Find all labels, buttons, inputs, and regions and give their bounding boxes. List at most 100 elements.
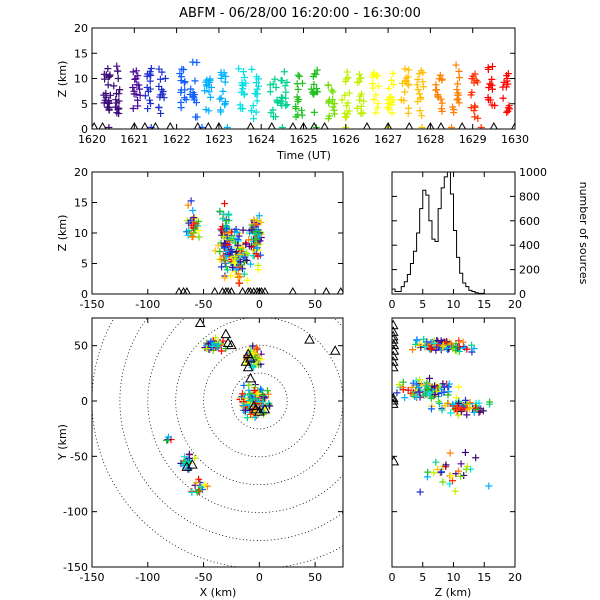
time-height-source — [112, 90, 120, 98]
time-height-source — [143, 83, 151, 91]
zy-source — [454, 411, 462, 419]
time-height-source — [115, 110, 123, 118]
station-marker — [437, 121, 445, 129]
histogram-bar — [444, 177, 447, 294]
plan-view-source — [164, 433, 172, 441]
time-height-ticks: 1620 1621 1622 1623 1624 1625 1626 1627 1628 1629… — [74, 22, 529, 146]
time-height-source — [278, 77, 286, 85]
zy-source — [427, 405, 435, 413]
plan-view-source — [249, 342, 257, 350]
time-height-source — [177, 104, 185, 112]
x-tick-label: 20 — [508, 571, 522, 584]
y-tick-label: -50 — [70, 450, 88, 463]
xz-source — [218, 263, 226, 271]
x-tick-label: 1621 — [120, 133, 148, 146]
zy-frame — [391, 317, 516, 568]
station-marker — [255, 286, 264, 294]
zy-source — [461, 448, 469, 456]
xz-source — [228, 236, 236, 244]
zy-source — [441, 402, 449, 410]
time-height-source — [454, 89, 462, 97]
xz-source — [220, 256, 228, 264]
xz-source — [228, 264, 236, 272]
x-tick-label: 20 — [508, 298, 522, 311]
zy-source — [452, 405, 460, 413]
time-height-source — [405, 66, 413, 74]
x-tick-label: 1624 — [247, 133, 275, 146]
x-tick-label: 10 — [447, 571, 461, 584]
time-height-source — [355, 70, 363, 78]
xz-source — [250, 220, 258, 228]
time-height-source — [112, 96, 120, 104]
time-height-source — [491, 101, 499, 109]
y-tick-label: 10 — [74, 73, 88, 86]
zy-source — [409, 346, 417, 354]
xz-source — [223, 252, 231, 260]
x-tick-label: 15 — [477, 298, 491, 311]
time-height-source — [471, 102, 479, 110]
xz-source — [221, 200, 229, 208]
station-marker — [246, 286, 255, 294]
time-height-source — [205, 78, 213, 86]
zy-source — [447, 409, 455, 417]
zy-source — [423, 338, 431, 346]
time-height-source — [414, 86, 422, 94]
xz-source — [221, 257, 229, 265]
x-tick-label: 1625 — [290, 133, 318, 146]
plan-view-source — [247, 397, 255, 405]
time-height-source — [330, 106, 338, 114]
zy-source — [461, 396, 469, 404]
xz-source — [220, 243, 228, 251]
y-tick-label: -100 — [63, 506, 88, 519]
xz-source — [230, 259, 238, 267]
station-marker — [392, 398, 399, 408]
time-height-source — [134, 96, 142, 104]
xz-source — [240, 270, 248, 278]
time-height-source — [341, 91, 349, 99]
time-height-source — [161, 74, 169, 82]
time-height-marks — [92, 58, 515, 129]
xz-source — [219, 215, 227, 223]
time-height-source — [176, 70, 184, 78]
time-height-source — [341, 109, 349, 117]
zy-source — [438, 389, 446, 397]
time-height-source — [144, 105, 152, 113]
zy-source — [444, 345, 452, 353]
xz-frame — [91, 171, 344, 295]
station-marker — [224, 286, 233, 294]
time-height-source — [160, 94, 168, 102]
plan-view-source — [250, 387, 258, 395]
station-marker — [166, 121, 175, 129]
plan-view-source — [249, 349, 257, 357]
time-height-source — [239, 85, 247, 93]
x-tick-label: 0 — [256, 571, 263, 584]
station-marker — [98, 121, 107, 129]
time-height-frame — [91, 27, 516, 130]
time-height-source — [240, 74, 248, 82]
station-marker — [210, 286, 219, 294]
time-height-source — [279, 94, 287, 102]
time-height-source — [388, 101, 396, 109]
station-marker — [458, 121, 467, 129]
time-height-source — [338, 96, 346, 104]
xz-panel: -150 -100 -50 0 50 0 5 10 15 20 Z (km) — [56, 166, 344, 311]
time-height-source — [155, 65, 163, 73]
y-tick-label: 5 — [81, 258, 88, 271]
time-height-source — [159, 90, 167, 98]
station-marker — [288, 121, 297, 129]
plan-view-marks — [163, 318, 341, 496]
x-tick-label: 1628 — [416, 133, 444, 146]
station-marker — [187, 459, 198, 469]
time-height-source — [356, 96, 364, 104]
time-height-source — [474, 114, 482, 122]
x-tick-label: 1623 — [205, 133, 233, 146]
zy-source — [468, 341, 476, 349]
time-height-source — [294, 85, 302, 93]
time-height-source — [247, 107, 255, 115]
zy-source — [430, 469, 438, 477]
zy-source — [416, 376, 424, 384]
xz-source — [227, 272, 235, 280]
zy-source — [423, 385, 431, 393]
time-height-source — [177, 73, 185, 81]
time-height-source — [180, 79, 188, 87]
